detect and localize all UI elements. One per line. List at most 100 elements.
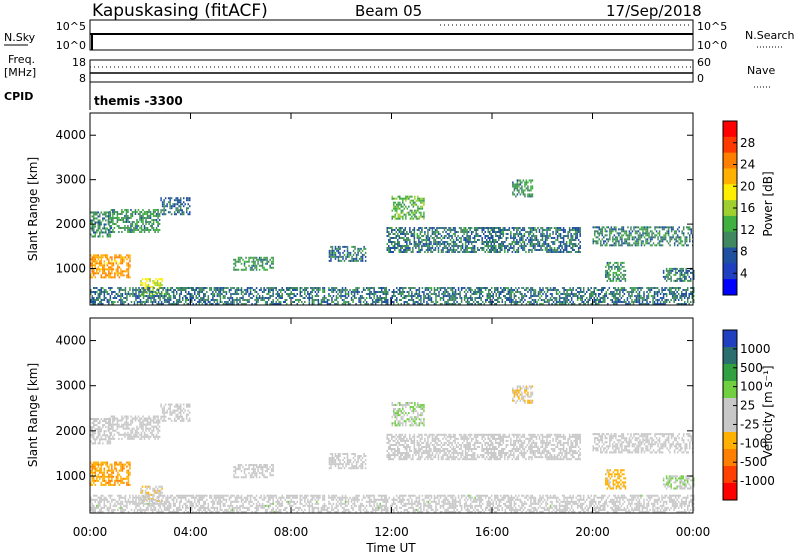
power-echo-cell [114,274,116,277]
power-echo-cell [390,237,393,239]
power-echo-cell [109,287,112,289]
power-echo-cell [578,297,580,299]
power-echo-cell [151,225,153,227]
power-echo-cell [212,297,214,299]
power-echo-cell [612,238,614,241]
velocity-echo-cell [110,415,113,418]
power-echo-cell [222,297,225,299]
power-echo-cell [601,230,604,233]
power-echo-cell [627,226,629,229]
power-echo-cell [417,195,419,198]
power-echo-cell [111,268,113,271]
power-echo-cell [225,293,228,295]
power-echo-cell [337,293,339,295]
power-echo-cell [510,297,513,299]
power-echo-cell [108,303,110,305]
power-echo-cell [445,289,448,291]
power-echo-cell [126,274,128,277]
power-echo-cell [177,301,179,303]
power-echo-cell [112,262,115,265]
power-echo-cell [406,251,408,253]
velocity-echo-cell [112,425,114,428]
power-echo-cell [398,235,401,237]
power-echo-cell [540,289,543,291]
power-echo-cell [345,255,347,258]
power-echo-cell [100,260,103,263]
power-echo-cell [471,293,473,295]
power-echo-cell [335,295,338,297]
power-echo-cell [120,299,122,301]
power-echo-cell [258,264,261,267]
power-echo-cell [392,245,395,247]
power-echo-cell [200,301,202,303]
power-echo-cell [668,267,671,270]
power-echo-cell [614,297,617,299]
power-echo-cell [304,291,306,293]
power-echo-cell [636,238,638,241]
power-echo-cell [108,213,110,216]
power-echo-cell [415,243,417,245]
power-echo-cell [513,293,516,295]
power-echo-cell [638,299,641,301]
power-echo-cell [617,273,619,276]
power-echo-cell [673,295,675,297]
power-echo-cell [403,249,405,251]
power-echo-cell [99,270,101,273]
power-echo-cell [556,239,559,241]
power-echo-cell [485,227,488,229]
power-echo-cell [489,293,491,295]
power-echo-cell [623,293,626,295]
power-echo-cell [617,293,620,295]
power-echo-cell [331,253,334,256]
power-echo-cell [657,236,659,239]
power-echo-cell [653,291,656,293]
power-echo-cell [555,303,558,305]
power-echo-cell [482,241,485,243]
power-echo-cell [386,301,389,303]
power-echo-cell [534,237,536,239]
velocity-echo-cell [90,434,92,437]
power-echo-cell [150,301,152,303]
power-echo-cell [631,287,633,289]
power-echo-cell [423,213,425,216]
power-echo-cell [443,245,446,247]
power-echo-cell [91,215,94,218]
power-echo-cell [686,269,689,272]
power-echo-cell [564,245,566,247]
power-echo-cell [344,303,347,305]
power-echo-cell [120,295,122,297]
power-echo-cell [559,243,562,245]
power-echo-cell [602,287,605,289]
power-echo-cell [269,297,271,299]
power-echo-cell [498,229,500,231]
power-echo-cell [460,231,462,233]
power-echo-cell [168,303,170,305]
power-echo-cell [145,291,148,293]
power-echo-cell [614,289,617,291]
power-echo-cell [570,241,572,243]
power-echo-cell [457,289,460,291]
power-echo-cell [487,289,490,291]
power-echo-cell [394,249,396,251]
power-echo-cell [144,278,147,281]
power-echo-cell [423,301,425,303]
power-echo-cell [158,229,161,231]
power-echo-cell [164,213,167,216]
power-echo-cell [640,240,643,243]
power-echo-cell [146,217,149,219]
power-echo-cell [135,287,137,289]
power-echo-cell [421,207,424,210]
power-echo-cell [529,237,532,239]
power-echo-cell [342,251,344,254]
power-echo-cell [187,303,190,305]
power-echo-cell [523,249,526,251]
power-echo-cell [293,287,296,289]
power-echo-cell [387,231,390,233]
power-echo-cell [593,289,596,291]
power-echo-cell [240,291,243,293]
power-echo-cell [494,289,496,291]
power-echo-cell [105,272,107,275]
power-echo-cell [634,299,636,301]
power-echo-cell [490,229,492,231]
power-echo-cell [344,287,347,289]
